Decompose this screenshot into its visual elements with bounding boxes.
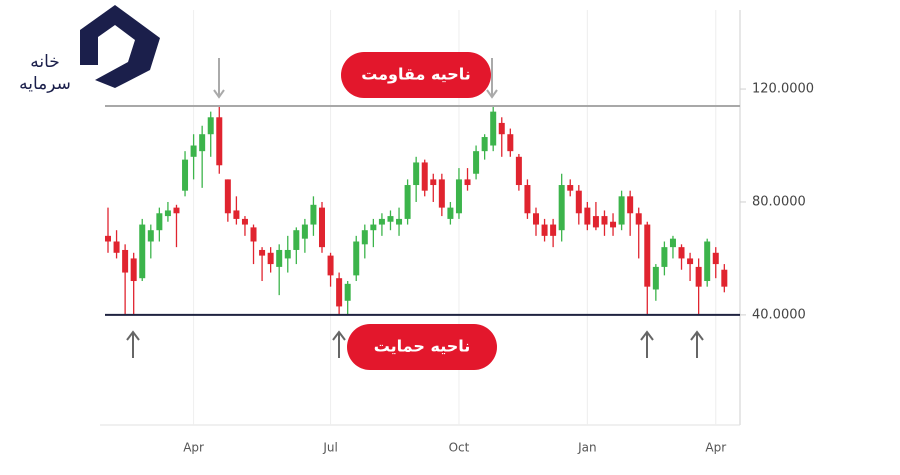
candle-body [447, 207, 454, 219]
candle-body [712, 252, 719, 265]
candle-body [481, 137, 488, 152]
logo-mark [80, 5, 160, 88]
y-tick-label: 80.0000 [752, 194, 806, 209]
candle-body [190, 145, 197, 157]
candle-body [147, 230, 154, 242]
candle-body [113, 241, 120, 253]
candle-body [182, 159, 189, 191]
candle-body [473, 151, 480, 174]
x-tick-label: Apr [183, 441, 204, 455]
candle-body [541, 224, 548, 236]
candle-body [627, 196, 634, 214]
candle-body [704, 241, 711, 282]
candle-body [464, 179, 471, 186]
x-tick-label: Apr [705, 441, 726, 455]
candle-body [122, 249, 129, 273]
candle-body [293, 230, 300, 250]
annotation: ناحیه حمایت [374, 337, 471, 356]
candle-body [276, 249, 283, 267]
candle-body [584, 207, 591, 225]
candle-body [507, 134, 514, 152]
candle-body [498, 122, 505, 135]
candle-body [173, 207, 180, 214]
candle-body [319, 207, 325, 248]
annotation-box [341, 52, 491, 98]
up-arrow [690, 330, 704, 358]
candle-body [695, 266, 702, 287]
candle-body [592, 216, 599, 228]
y-tick-label: 40.0000 [752, 307, 806, 322]
candle-body [396, 218, 403, 225]
candle-body [661, 247, 668, 267]
candle-body [241, 218, 248, 225]
candle-body [164, 210, 171, 217]
candle-body [301, 224, 308, 239]
candle-body [199, 134, 206, 152]
logo-text: سرمایه [19, 74, 71, 94]
up-arrow [332, 330, 346, 358]
candle-body [490, 111, 497, 146]
x-tick-label: Jan [577, 441, 597, 455]
candle-body [652, 266, 659, 290]
candle-body [430, 179, 437, 186]
candle-body [618, 196, 625, 225]
candle-body [550, 224, 557, 236]
candle-body [567, 185, 574, 191]
up-arrow [126, 330, 140, 358]
candle-body [224, 179, 231, 214]
candle-body [370, 224, 377, 231]
down-arrow [486, 58, 498, 99]
candle-body [644, 224, 651, 287]
candle-body [378, 218, 385, 225]
logo-text: خانه [30, 52, 60, 72]
candle-body [438, 179, 445, 208]
candle-body [361, 230, 368, 245]
candle-body [404, 185, 411, 219]
y-tick-label: 120.0000 [752, 82, 814, 97]
candle-body [533, 213, 539, 225]
candle-body [635, 213, 642, 225]
candle-body [524, 185, 531, 214]
candle-body [233, 210, 240, 219]
arrows [126, 58, 704, 358]
candle-body [156, 213, 163, 231]
candle-body [336, 278, 343, 307]
candle-body [267, 252, 274, 265]
candle-body [558, 185, 565, 231]
candle-body [259, 249, 266, 256]
candle-body [687, 258, 694, 265]
candle-body [387, 216, 394, 222]
candle-body [216, 117, 223, 166]
candle-body [610, 221, 617, 228]
candle-body [207, 117, 214, 135]
candle-body [455, 179, 462, 214]
candle-body [669, 238, 676, 248]
candle-body [721, 269, 728, 287]
candle-body [130, 258, 137, 282]
candle-body [139, 224, 146, 279]
candle-body [575, 190, 582, 214]
candle-body [515, 156, 522, 186]
candle-body [250, 227, 257, 242]
candle-body [327, 255, 334, 276]
candle-body [353, 241, 360, 276]
candle-body [601, 216, 608, 225]
x-tick-label: Jul [322, 441, 337, 455]
annotation: ناحیه مقاومت [361, 65, 471, 84]
candle-body [421, 162, 428, 191]
up-arrow [640, 330, 654, 358]
x-tick-label: Oct [449, 441, 470, 455]
candle-body [413, 162, 420, 186]
down-arrow [213, 58, 225, 99]
candle-body [678, 247, 685, 259]
candle-body [310, 204, 317, 225]
candle-body [105, 235, 111, 242]
logo: خانه سرمایه [19, 5, 160, 94]
candle-body [344, 283, 351, 301]
annotation-box [347, 324, 497, 370]
candle-body [284, 249, 291, 259]
